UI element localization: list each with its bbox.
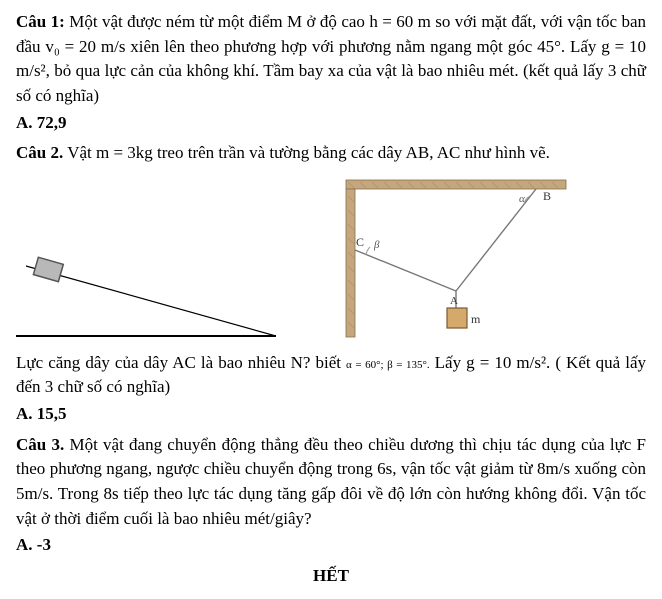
label-A: A	[450, 295, 458, 307]
q2-body-before: Vật m = 3kg treo trên trần và tường bằng…	[67, 143, 550, 162]
label-alpha: α	[519, 193, 525, 205]
q2-text: Câu 2. Vật m = 3kg treo trên trần và tườ…	[16, 141, 646, 166]
q2-after-prefix: Lực căng dây của dây AC là bao nhiêu N? …	[16, 353, 346, 372]
q2-text-after: Lực căng dây của dây AC là bao nhiêu N? …	[16, 351, 646, 400]
ramp-diagram	[16, 251, 276, 341]
q3-body: Một vật đang chuyển động thẳng đều theo …	[16, 435, 646, 528]
q3-answer-label: A.	[16, 535, 33, 554]
q2-answer-value: 15,5	[37, 404, 67, 423]
q1-label: Câu 1:	[16, 12, 65, 31]
q3-answer: A. -3	[16, 533, 646, 558]
q2-label: Câu 2.	[16, 143, 63, 162]
q3-label: Câu 3.	[16, 435, 64, 454]
diagrams-row: α B β C A m	[16, 176, 646, 341]
label-C: C	[356, 235, 364, 249]
q1-answer-label: A.	[16, 113, 33, 132]
question-2: Câu 2. Vật m = 3kg treo trên trần và tườ…	[16, 141, 646, 427]
q1-text: Câu 1: Một vật được ném từ một điểm M ở …	[16, 10, 646, 109]
q3-text: Câu 3. Một vật đang chuyển động thẳng đề…	[16, 433, 646, 532]
q2-answer-label: A.	[16, 404, 33, 423]
label-m: m	[471, 312, 481, 326]
q3-answer-value: -3	[37, 535, 51, 554]
q2-answer: A. 15,5	[16, 402, 646, 427]
question-1: Câu 1: Một vật được ném từ một điểm M ở …	[16, 10, 646, 135]
q1-answer: A. 72,9	[16, 111, 646, 136]
hanger-diagram: α B β C A m	[336, 176, 596, 341]
label-beta: β	[373, 239, 380, 251]
label-B: B	[543, 189, 551, 203]
q2-small-formula: α = 60°; β = 135°.	[346, 359, 430, 371]
q1-body: Một vật được ném từ một điểm M ở độ cao …	[16, 12, 646, 105]
q1-answer-value: 72,9	[37, 113, 67, 132]
footer-text: HẾT	[16, 564, 646, 589]
question-3: Câu 3. Một vật đang chuyển động thẳng đề…	[16, 433, 646, 558]
